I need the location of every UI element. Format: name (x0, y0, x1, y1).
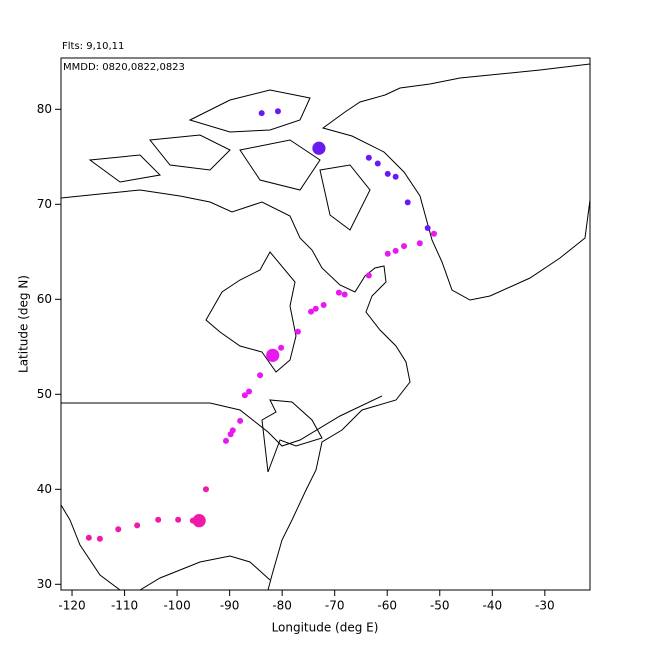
greenland (321, 63, 590, 301)
hudson-bay (205, 251, 297, 373)
point (267, 354, 274, 361)
x-tick-label: -110 (111, 599, 138, 613)
point (96, 535, 103, 542)
point (392, 247, 399, 254)
point (365, 272, 372, 279)
point (392, 173, 399, 180)
lakes (261, 399, 323, 473)
point (258, 110, 265, 117)
point (257, 372, 264, 379)
point (308, 308, 315, 315)
pacific-coast (61, 504, 121, 590)
point (192, 514, 206, 528)
point (241, 392, 248, 399)
point (320, 302, 327, 308)
x-tick-label: -80 (272, 599, 292, 613)
x-tick-label: -100 (163, 599, 190, 613)
point (404, 199, 411, 206)
point (202, 486, 209, 493)
point (246, 388, 253, 395)
point (134, 522, 141, 529)
x-tick-label: -120 (58, 599, 85, 613)
point (384, 250, 391, 257)
point (401, 243, 408, 250)
point (85, 534, 92, 541)
x-axis-label: Longitude (deg E) (272, 621, 379, 635)
y-tick-label: 30 (37, 577, 52, 591)
point (222, 437, 229, 444)
point (115, 526, 122, 533)
point (294, 328, 301, 335)
x-tick-label: -40 (482, 599, 502, 613)
x-tick-label: -90 (220, 599, 240, 613)
point (365, 154, 372, 161)
point (274, 108, 281, 115)
y-tick-label: 50 (37, 387, 52, 401)
chart-subtitle: MMDD: 0820,0822,0823 (63, 62, 185, 73)
x-tick-label: -70 (325, 599, 345, 613)
arctic-islands (88, 89, 371, 231)
point (227, 431, 234, 438)
y-tick-label: 40 (37, 482, 52, 496)
point (416, 240, 423, 247)
point (384, 170, 391, 177)
point (335, 289, 342, 296)
y-tick-label: 70 (37, 197, 52, 211)
mainland-coast (61, 189, 411, 590)
point (189, 517, 196, 524)
point (155, 516, 162, 523)
point (341, 291, 348, 298)
border (61, 395, 383, 447)
point (237, 417, 244, 424)
plot-frame (60, 57, 591, 591)
point (424, 225, 431, 232)
point (312, 305, 319, 312)
chart-title: Flts: 9,10,11 (62, 41, 124, 52)
gulf-coast (139, 555, 271, 590)
x-tick-label: -50 (430, 599, 450, 613)
point (312, 141, 326, 155)
point (175, 516, 182, 523)
x-tick-label: -60 (377, 599, 397, 613)
y-axis-label: Latitude (deg N) (17, 275, 31, 373)
point (278, 344, 285, 351)
point (430, 230, 437, 237)
coastlines (61, 63, 590, 590)
y-tick-label: 60 (37, 292, 52, 306)
point (374, 160, 381, 167)
y-tick-label: 80 (37, 102, 52, 116)
x-tick-label: -30 (535, 599, 555, 613)
